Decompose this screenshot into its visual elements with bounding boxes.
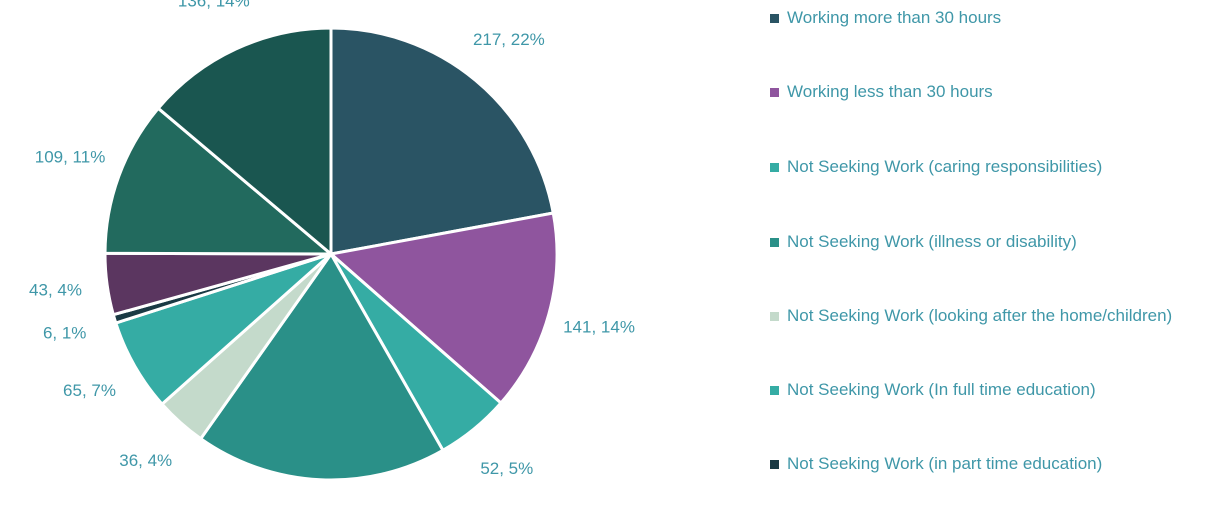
legend-label: Working more than 30 hours	[787, 8, 1002, 27]
legend-label: Working less than 30 hours	[787, 82, 993, 101]
legend-swatch	[770, 163, 779, 172]
legend-label: Not Seeking Work (in part time education…	[787, 454, 1103, 473]
pie-slice	[198, 251, 446, 482]
legend-swatch	[770, 460, 779, 469]
pie-slice	[156, 26, 333, 258]
legend-item: Not Seeking Work (in part time education…	[770, 451, 1190, 477]
pie-slice	[103, 106, 336, 256]
legend-swatch	[770, 238, 779, 247]
legend-swatch	[770, 312, 779, 321]
pie-slice	[329, 26, 556, 256]
data-label: 109, 11%	[35, 148, 106, 167]
data-label: 136, 14%	[178, 0, 250, 10]
legend-swatch	[770, 14, 779, 23]
data-label: 141, 14%	[563, 317, 635, 336]
data-label: 6, 1%	[43, 323, 86, 342]
pie-area: 217, 22%141, 14%52, 5%177, 18%36, 4%65, …	[29, 0, 635, 522]
data-label: 52, 5%	[480, 459, 533, 478]
legend-label: Not Seeking Work (In full time education…	[787, 380, 1096, 399]
legend-item: Working more than 30 hours	[770, 5, 1190, 31]
legend-swatch	[770, 88, 779, 97]
pie-slice	[327, 211, 559, 406]
legend-label: Not Seeking Work (illness or disability)	[787, 232, 1077, 251]
legend-swatch	[770, 386, 779, 395]
legend-item: Not Seeking Work (caring responsibilitie…	[770, 154, 1190, 180]
legend-label: Not Seeking Work (looking after the home…	[787, 306, 1173, 325]
data-label: 217, 22%	[473, 30, 545, 49]
legend-item: Not Seeking Work (illness or disability)	[770, 229, 1190, 255]
data-label: 65, 7%	[63, 381, 116, 400]
data-label: 36, 4%	[119, 451, 172, 470]
legend-item: Not Seeking Work (In full time education…	[770, 377, 1190, 403]
legend-item: Working less than 30 hours	[770, 79, 1190, 105]
legend-item: Not Seeking Work (looking after the home…	[770, 303, 1190, 329]
data-label: 43, 4%	[29, 281, 82, 300]
legend-label: Not Seeking Work (caring responsibilitie…	[787, 157, 1103, 176]
